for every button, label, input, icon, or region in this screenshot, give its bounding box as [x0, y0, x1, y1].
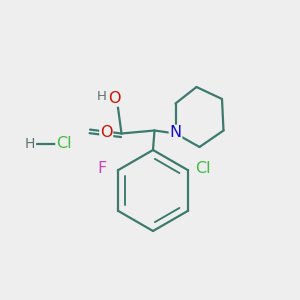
Text: H: H	[25, 137, 35, 151]
Text: N: N	[169, 125, 181, 140]
Text: O: O	[109, 91, 121, 106]
Text: F: F	[97, 161, 106, 176]
Text: O: O	[100, 125, 112, 140]
Text: Cl: Cl	[56, 136, 72, 152]
Text: H: H	[97, 90, 106, 103]
Text: Cl: Cl	[195, 161, 211, 176]
